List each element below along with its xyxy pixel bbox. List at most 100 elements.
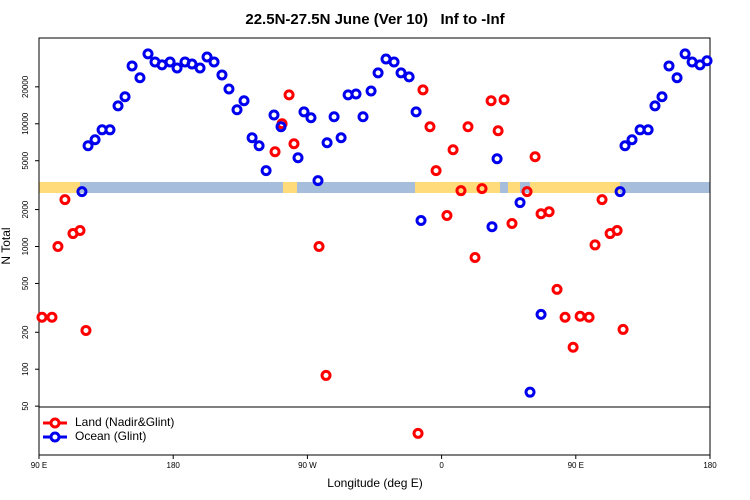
point [412,427,424,439]
point [36,311,48,323]
point [567,341,579,353]
point [142,48,154,60]
point [288,138,300,150]
point [104,124,116,136]
plot-frame [38,37,711,456]
point [626,134,638,146]
point [350,88,362,100]
point [335,132,347,144]
point [410,106,422,118]
point [164,56,176,68]
point [246,132,258,144]
point [617,323,629,335]
legend-marker [49,417,61,429]
point [649,100,661,112]
point [663,60,675,72]
y-tick-label: 50 [21,401,30,410]
legend-marker [49,431,61,443]
point [491,153,503,165]
point [82,140,94,152]
point [671,72,683,84]
point [298,106,310,118]
point [365,85,377,97]
point [89,134,101,146]
y-tick-label: 1000 [21,237,30,255]
point [126,60,138,72]
point [208,56,220,68]
y-tick-label: 5000 [21,151,30,169]
point [238,95,250,107]
point [498,94,510,106]
point [320,369,332,381]
x-tick-label: 90 E [31,461,47,470]
y-tick-label: 100 [21,362,30,376]
point [312,175,324,187]
point [134,72,146,84]
point [589,239,601,251]
point [76,186,88,198]
point [574,310,586,322]
point [462,121,474,133]
point [486,221,498,233]
point [455,185,467,197]
point [529,151,541,163]
point [447,144,459,156]
x-tick-label: 180 [167,461,181,470]
point [514,197,526,209]
land-strip [508,182,520,193]
legend-label: Ocean (Glint) [75,429,146,443]
land-strip [39,182,80,193]
y-tick-label: 500 [21,276,30,290]
ocean-strip [39,182,710,193]
point [417,84,429,96]
point [231,104,243,116]
point [441,209,453,221]
point [619,140,631,152]
land-strip [283,182,297,193]
point [52,241,64,252]
point [171,62,183,74]
point [194,62,206,74]
point [476,183,488,195]
point [328,111,340,123]
point [701,55,713,67]
point [469,252,481,264]
y-tick-label: 10000 [21,112,30,135]
point [506,217,518,229]
point [372,67,384,79]
point [201,51,213,63]
point [611,225,623,237]
point [313,241,325,252]
point [357,111,369,123]
point [395,67,407,79]
point [415,214,427,226]
point [656,91,668,103]
point [642,124,654,136]
point [223,83,235,95]
point [46,311,58,323]
point [268,109,280,121]
point [112,100,124,112]
point [535,308,547,320]
chart-title: 22.5N-27.5N June (Ver 10) Inf to -Inf [245,11,505,28]
point [679,48,691,60]
point [275,121,287,133]
point [253,140,265,152]
y-tick-label: 2000 [21,200,30,218]
y-tick-label: 20000 [21,75,30,98]
point [283,89,295,101]
y-tick-label: 200 [21,325,30,339]
surface-strip [39,182,710,193]
y-axis-label: N Total [0,227,13,264]
x-tick-label: 180 [703,461,717,470]
point [614,186,626,198]
point [119,91,131,103]
point [216,69,228,81]
x-tick-label: 90 E [568,461,584,470]
legend-label: Land (Nadir&Glint) [75,415,174,429]
land-strip [530,182,620,193]
point [424,121,436,133]
point [74,225,86,237]
point [524,386,536,398]
point [430,165,442,177]
